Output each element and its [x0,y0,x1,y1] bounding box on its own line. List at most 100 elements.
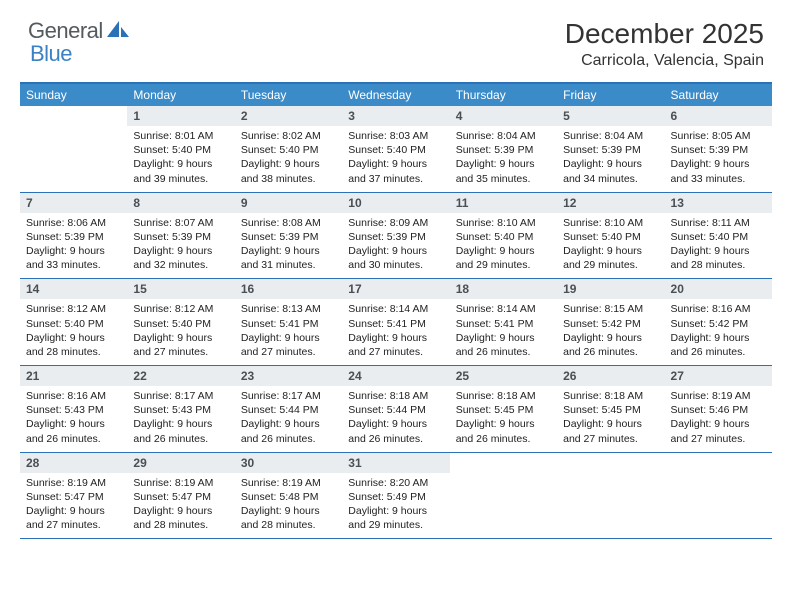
day-number: 27 [665,366,772,386]
weekday-header: Friday [557,84,664,106]
weekday-row: SundayMondayTuesdayWednesdayThursdayFrid… [20,84,772,106]
title-block: December 2025 Carricola, Valencia, Spain [565,18,764,70]
day-number: 12 [557,193,664,213]
day-number: 29 [127,453,234,473]
day-info: Sunrise: 8:12 AMSunset: 5:40 PMDaylight:… [20,299,127,365]
day-info: Sunrise: 8:16 AMSunset: 5:42 PMDaylight:… [665,299,772,365]
day-info: Sunrise: 8:19 AMSunset: 5:48 PMDaylight:… [235,473,342,539]
day-number: 26 [557,366,664,386]
day-number: 5 [557,106,664,126]
calendar-cell: 12Sunrise: 8:10 AMSunset: 5:40 PMDayligh… [557,193,664,279]
day-info: Sunrise: 8:17 AMSunset: 5:43 PMDaylight:… [127,386,234,452]
day-info: Sunrise: 8:18 AMSunset: 5:44 PMDaylight:… [342,386,449,452]
day-info: Sunrise: 8:10 AMSunset: 5:40 PMDaylight:… [557,213,664,279]
day-number: 3 [342,106,449,126]
calendar-cell: 9Sunrise: 8:08 AMSunset: 5:39 PMDaylight… [235,193,342,279]
day-info: Sunrise: 8:05 AMSunset: 5:39 PMDaylight:… [665,126,772,192]
header: General December 2025 Carricola, Valenci… [0,0,792,76]
day-info: Sunrise: 8:09 AMSunset: 5:39 PMDaylight:… [342,213,449,279]
day-info: Sunrise: 8:16 AMSunset: 5:43 PMDaylight:… [20,386,127,452]
calendar-cell: 13Sunrise: 8:11 AMSunset: 5:40 PMDayligh… [665,193,772,279]
day-info: Sunrise: 8:14 AMSunset: 5:41 PMDaylight:… [342,299,449,365]
calendar-cell: 14Sunrise: 8:12 AMSunset: 5:40 PMDayligh… [20,279,127,365]
day-info: Sunrise: 8:03 AMSunset: 5:40 PMDaylight:… [342,126,449,192]
calendar-cell: 19Sunrise: 8:15 AMSunset: 5:42 PMDayligh… [557,279,664,365]
calendar-week: 28Sunrise: 8:19 AMSunset: 5:47 PMDayligh… [20,453,772,540]
day-number: 22 [127,366,234,386]
calendar-cell: 30Sunrise: 8:19 AMSunset: 5:48 PMDayligh… [235,453,342,539]
day-number: 9 [235,193,342,213]
day-number: 18 [450,279,557,299]
day-info: Sunrise: 8:15 AMSunset: 5:42 PMDaylight:… [557,299,664,365]
day-number: 8 [127,193,234,213]
day-number: 31 [342,453,449,473]
weekday-header: Thursday [450,84,557,106]
day-info: Sunrise: 8:10 AMSunset: 5:40 PMDaylight:… [450,213,557,279]
weekday-header: Sunday [20,84,127,106]
day-number: 25 [450,366,557,386]
calendar-cell: 26Sunrise: 8:18 AMSunset: 5:45 PMDayligh… [557,366,664,452]
calendar-cell: 5Sunrise: 8:04 AMSunset: 5:39 PMDaylight… [557,106,664,192]
month-title: December 2025 [565,18,764,50]
calendar-week: 7Sunrise: 8:06 AMSunset: 5:39 PMDaylight… [20,193,772,280]
calendar-cell [450,453,557,539]
calendar-cell: 31Sunrise: 8:20 AMSunset: 5:49 PMDayligh… [342,453,449,539]
day-info: Sunrise: 8:02 AMSunset: 5:40 PMDaylight:… [235,126,342,192]
day-number: 4 [450,106,557,126]
calendar-cell: 27Sunrise: 8:19 AMSunset: 5:46 PMDayligh… [665,366,772,452]
day-info: Sunrise: 8:07 AMSunset: 5:39 PMDaylight:… [127,213,234,279]
day-info: Sunrise: 8:19 AMSunset: 5:47 PMDaylight:… [20,473,127,539]
weekday-header: Tuesday [235,84,342,106]
logo-line2: Blue [30,41,72,67]
location: Carricola, Valencia, Spain [565,52,764,70]
day-info: Sunrise: 8:19 AMSunset: 5:46 PMDaylight:… [665,386,772,452]
day-number: 15 [127,279,234,299]
day-info: Sunrise: 8:04 AMSunset: 5:39 PMDaylight:… [450,126,557,192]
day-number: 21 [20,366,127,386]
day-info: Sunrise: 8:17 AMSunset: 5:44 PMDaylight:… [235,386,342,452]
calendar-cell: 18Sunrise: 8:14 AMSunset: 5:41 PMDayligh… [450,279,557,365]
day-number: 19 [557,279,664,299]
day-info: Sunrise: 8:18 AMSunset: 5:45 PMDaylight:… [557,386,664,452]
weekday-header: Saturday [665,84,772,106]
calendar: SundayMondayTuesdayWednesdayThursdayFrid… [20,82,772,539]
weekday-header: Wednesday [342,84,449,106]
day-info: Sunrise: 8:13 AMSunset: 5:41 PMDaylight:… [235,299,342,365]
day-info: Sunrise: 8:12 AMSunset: 5:40 PMDaylight:… [127,299,234,365]
day-number: 20 [665,279,772,299]
day-number: 30 [235,453,342,473]
day-number: 24 [342,366,449,386]
weekday-header: Monday [127,84,234,106]
calendar-cell: 29Sunrise: 8:19 AMSunset: 5:47 PMDayligh… [127,453,234,539]
calendar-cell [20,106,127,192]
calendar-cell: 7Sunrise: 8:06 AMSunset: 5:39 PMDaylight… [20,193,127,279]
day-info: Sunrise: 8:08 AMSunset: 5:39 PMDaylight:… [235,213,342,279]
day-info: Sunrise: 8:19 AMSunset: 5:47 PMDaylight:… [127,473,234,539]
calendar-week: 14Sunrise: 8:12 AMSunset: 5:40 PMDayligh… [20,279,772,366]
logo-sail-icon [107,19,129,44]
calendar-cell: 20Sunrise: 8:16 AMSunset: 5:42 PMDayligh… [665,279,772,365]
day-info: Sunrise: 8:11 AMSunset: 5:40 PMDaylight:… [665,213,772,279]
day-number: 16 [235,279,342,299]
calendar-cell: 3Sunrise: 8:03 AMSunset: 5:40 PMDaylight… [342,106,449,192]
logo-text-blue: Blue [30,41,72,66]
day-info: Sunrise: 8:14 AMSunset: 5:41 PMDaylight:… [450,299,557,365]
calendar-grid: 1Sunrise: 8:01 AMSunset: 5:40 PMDaylight… [20,106,772,539]
calendar-cell: 23Sunrise: 8:17 AMSunset: 5:44 PMDayligh… [235,366,342,452]
calendar-cell: 17Sunrise: 8:14 AMSunset: 5:41 PMDayligh… [342,279,449,365]
day-number: 10 [342,193,449,213]
calendar-cell [665,453,772,539]
day-number: 17 [342,279,449,299]
calendar-week: 1Sunrise: 8:01 AMSunset: 5:40 PMDaylight… [20,106,772,193]
day-number: 14 [20,279,127,299]
day-info: Sunrise: 8:06 AMSunset: 5:39 PMDaylight:… [20,213,127,279]
calendar-cell: 16Sunrise: 8:13 AMSunset: 5:41 PMDayligh… [235,279,342,365]
day-number: 6 [665,106,772,126]
calendar-cell: 25Sunrise: 8:18 AMSunset: 5:45 PMDayligh… [450,366,557,452]
calendar-cell: 6Sunrise: 8:05 AMSunset: 5:39 PMDaylight… [665,106,772,192]
calendar-cell: 1Sunrise: 8:01 AMSunset: 5:40 PMDaylight… [127,106,234,192]
calendar-week: 21Sunrise: 8:16 AMSunset: 5:43 PMDayligh… [20,366,772,453]
day-number: 28 [20,453,127,473]
day-info: Sunrise: 8:20 AMSunset: 5:49 PMDaylight:… [342,473,449,539]
day-info: Sunrise: 8:04 AMSunset: 5:39 PMDaylight:… [557,126,664,192]
